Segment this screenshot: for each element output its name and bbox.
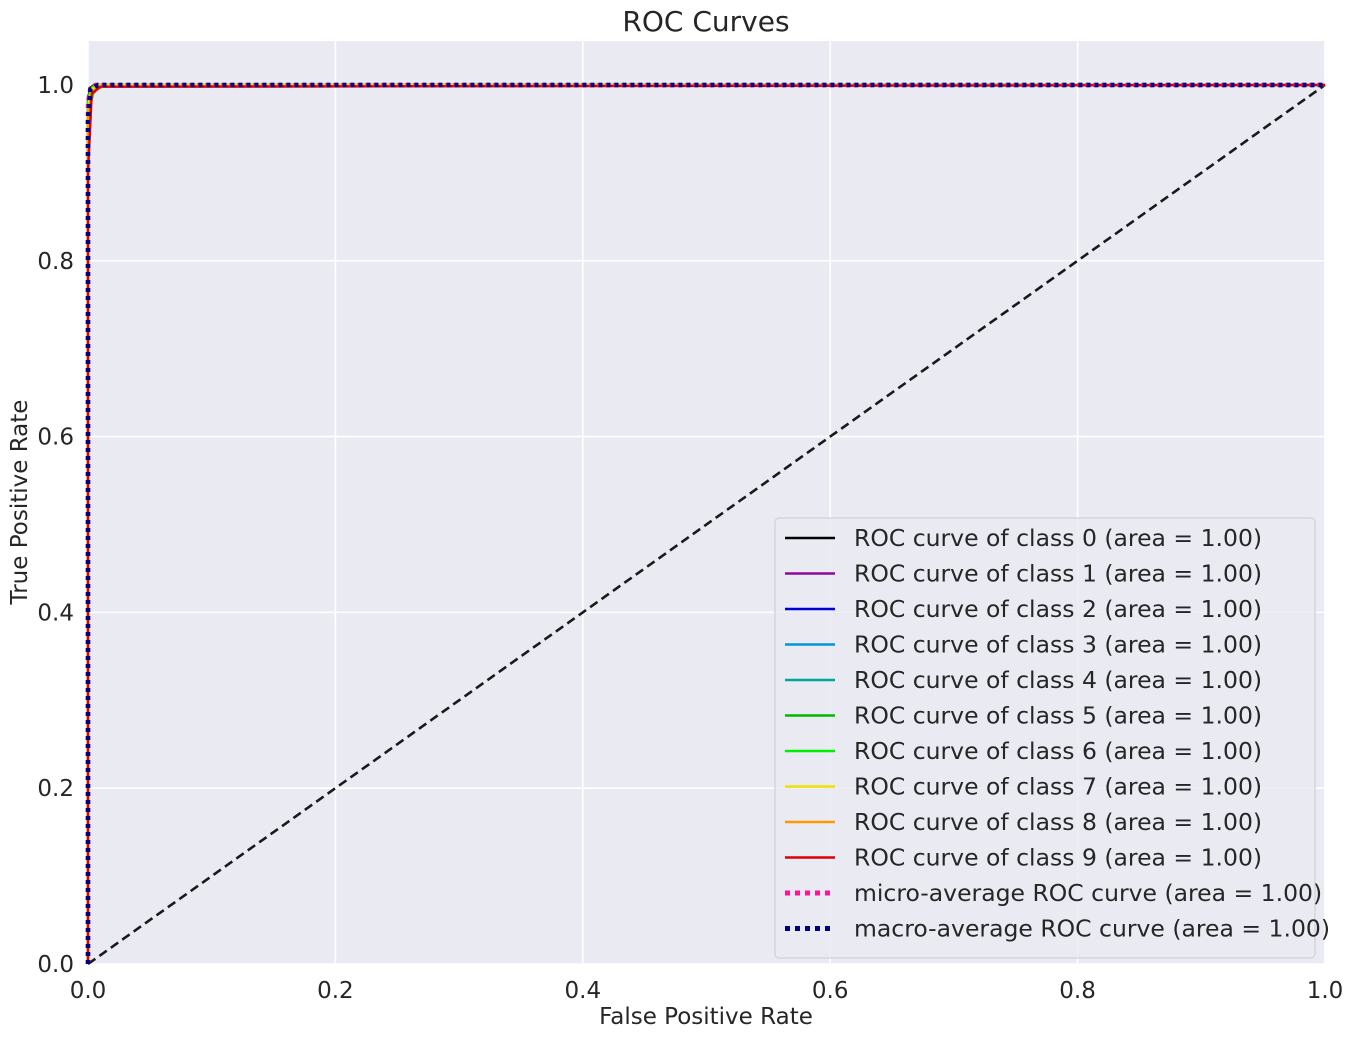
reference-diagonal-line	[87, 83, 1326, 966]
legend-label: ROC curve of class 3 (area = 1.00)	[854, 631, 1262, 659]
legend-box	[774, 517, 1316, 959]
x-tick-label: 0.8	[1059, 978, 1096, 1004]
legend-label: ROC curve of class 9 (area = 1.00)	[854, 844, 1262, 872]
x-axis-ticks: 0.0 0.2 0.4 0.6 0.8 1.0	[70, 978, 1344, 1004]
y-tick-label: 0.6	[37, 425, 74, 451]
roc-curve-series-9	[86, 83, 1326, 964]
legend-label: ROC curve of class 2 (area = 1.00)	[854, 595, 1262, 623]
y-tick-label: 1.0	[37, 73, 74, 99]
legend: ROC curve of class 0 (area = 1.00) ROC cu…	[774, 517, 1330, 959]
legend-label: ROC curve of class 1 (area = 1.00)	[854, 560, 1262, 588]
y-axis-label: True Positive Rate	[7, 400, 33, 606]
legend-label: ROC curve of class 5 (area = 1.00)	[854, 702, 1262, 730]
x-tick-label: 0.6	[812, 978, 849, 1004]
legend-label: ROC curve of class 4 (area = 1.00)	[854, 666, 1262, 694]
legend-label: ROC curve of class 6 (area = 1.00)	[854, 737, 1262, 765]
legend-label: ROC curve of class 7 (area = 1.00)	[854, 773, 1262, 801]
y-tick-label: 0.2	[37, 776, 74, 802]
x-tick-label: 0.2	[317, 978, 354, 1004]
y-tick-label: 0.4	[37, 600, 74, 626]
grid-lines	[87, 41, 1326, 965]
legend-label: ROC curve of class 8 (area = 1.00)	[854, 808, 1262, 836]
x-axis-label: False Positive Rate	[599, 1004, 813, 1030]
roc-curves	[85, 82, 1326, 966]
x-tick-label: 1.0	[1307, 978, 1344, 1004]
x-tick-label: 0.4	[565, 978, 602, 1004]
legend-label: micro-average ROC curve (area = 1.00)	[854, 879, 1322, 907]
y-tick-label: 0.0	[37, 952, 74, 978]
legend-label: macro-average ROC curve (area = 1.00)	[854, 915, 1330, 943]
roc-curve-series-11	[85, 82, 1325, 964]
x-tick-label: 0.0	[70, 978, 107, 1004]
y-tick-label: 0.8	[37, 249, 74, 275]
legend-label: ROC curve of class 0 (area = 1.00)	[854, 524, 1262, 552]
y-axis-ticks: 0.0 0.2 0.4 0.6 0.8 1.0	[37, 73, 74, 978]
chart-title: ROC Curves	[622, 5, 789, 38]
